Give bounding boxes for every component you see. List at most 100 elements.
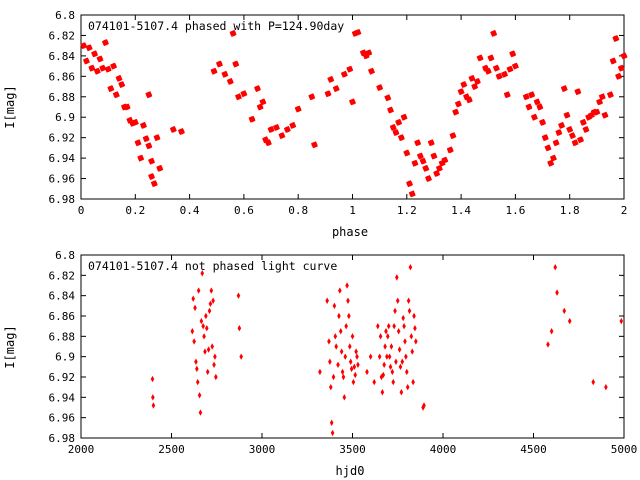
data-point [414,139,422,147]
x-tick-label: 1 [349,204,356,217]
data-point [495,72,503,80]
plot-frame [80,254,625,439]
data-point [525,103,533,111]
data-point [99,64,107,72]
data-point [465,96,473,104]
y-tick-label: 6.98 [49,432,76,445]
data-point [96,55,104,63]
y-tick-label: 6.86 [49,70,76,83]
data-point [541,134,549,142]
data-point [430,152,438,160]
data-point [555,129,563,136]
data-point [354,348,358,355]
data-point [487,54,495,62]
data-point [107,85,115,93]
data-point [377,353,382,360]
data-point [131,118,139,126]
y-tick-label: 6.8 [55,9,75,22]
data-point [490,29,498,37]
data-point [410,348,415,355]
data-point [208,300,213,307]
y-tick-label: 6.88 [49,330,76,343]
data-point [199,317,204,325]
data-point [454,100,462,108]
data-point [396,328,401,335]
data-point [226,78,234,85]
data-point [422,402,426,409]
y-tick-label: 6.9 [55,111,75,124]
data-point [569,132,576,140]
data-point [140,121,147,129]
data-point [209,287,214,294]
data-point [408,264,413,271]
data-point [405,368,409,376]
data-point [239,353,243,360]
data-point [389,124,397,131]
data-points [150,264,624,437]
data-point [617,64,625,72]
data-point [137,154,145,162]
data-point [195,378,200,386]
data-point [346,65,354,73]
x-tick-label: 0.4 [180,204,200,217]
data-point [460,81,468,89]
y-tick-label: 6.82 [49,29,76,42]
data-point [207,307,212,315]
y-tick-label: 6.86 [49,310,76,323]
data-point [384,328,388,335]
data-point [340,70,348,78]
tick-group: 0 0.2 0.4 0.6 0.8 1 1.2 1.4 1.6 1.8 2 6.8 6.82 6.84 6.… [49,9,628,217]
data-point [115,74,123,82]
data-point [112,91,120,99]
data-point [577,136,584,144]
data-point [400,113,408,121]
x-tick-label: 5000 [611,443,638,456]
x-axis-label: hjd0 [336,464,365,478]
data-point [346,297,350,304]
data-point [351,378,356,386]
data-point [195,365,199,373]
phased-light-curve-panel: 074101-5107.4 phased with P=124.90day ph… [3,9,628,239]
data-point [216,60,223,68]
data-point [85,44,93,52]
data-point [259,98,267,106]
x-tick-label: 2 [621,204,628,217]
data-point [419,157,427,165]
data-point [593,108,601,116]
data-point [409,333,414,340]
data-point [118,81,126,89]
data-point [145,142,153,150]
data-point [334,343,339,350]
data-point [151,402,156,409]
data-point [536,103,544,111]
data-point [267,125,275,133]
data-point [528,91,536,99]
data-point [446,146,454,154]
data-point [83,57,90,65]
data-point [441,156,449,164]
data-point [379,373,384,381]
data-point [337,312,341,320]
data-point [550,154,557,162]
data-point [385,333,390,340]
x-tick-label: 1.4 [451,204,471,217]
data-point [339,348,344,355]
data-point [422,164,430,172]
data-point [393,307,397,315]
y-axis-label: I[mag] [3,85,17,128]
data-point [327,338,331,345]
data-point [413,325,417,332]
data-point [196,287,201,294]
data-point [328,383,333,391]
data-point [468,74,476,82]
tick-group: 2000 2500 3000 3500 4000 4500 5000 6.8 6.82 6.84 6… [49,249,638,456]
data-point [347,343,352,350]
data-point [248,115,256,123]
data-point [407,307,412,315]
data-point [201,322,205,330]
data-point [332,302,337,310]
data-point [349,365,354,373]
data-point [406,297,411,304]
data-point [579,118,587,126]
